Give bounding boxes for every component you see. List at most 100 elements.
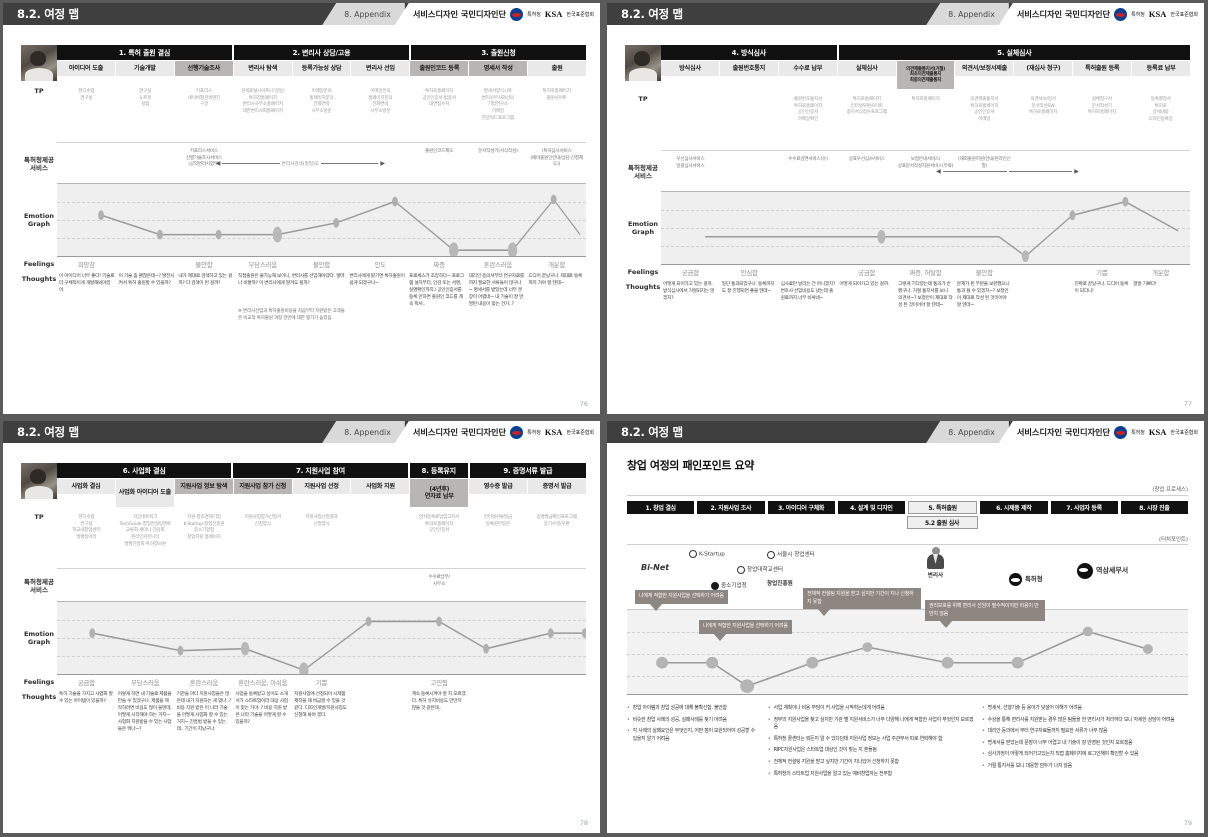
substep-1[interactable]: 사업화 결심 bbox=[57, 479, 115, 494]
stage-1[interactable]: 1. 특허 출원 결심 bbox=[57, 45, 232, 60]
slide-2: 8.2. 여정 맵 8. Appendix 서비스디자인 국민디자인단 특허청 … bbox=[604, 0, 1208, 418]
org-label: 서비스디자인 국민디자인단 bbox=[1016, 9, 1111, 19]
feeling-cell: 안도 bbox=[374, 261, 387, 269]
tp-cell: 현디수업 연구실 학교내창업센터 발명동아리 bbox=[72, 515, 101, 540]
substep-4[interactable]: 변리사 탐색 bbox=[233, 61, 292, 76]
process-step-6[interactable]: 6. 시제품 제작 bbox=[980, 501, 1048, 514]
row-label-tp: TP bbox=[34, 87, 44, 95]
emotion-line-svg bbox=[98, 194, 581, 256]
svc-cell bbox=[116, 573, 175, 599]
stage-7[interactable]: 7. 지원사업 참여 bbox=[233, 463, 408, 478]
process-step-4[interactable]: 4. 설계 및 디자인 bbox=[837, 501, 905, 514]
substep-9[interactable]: 출원 bbox=[528, 61, 587, 76]
feeling-cell bbox=[779, 268, 838, 277]
substep-3[interactable]: 지원사업 정보 탐색 bbox=[174, 479, 233, 494]
sme-logo: 중소기업청 bbox=[711, 581, 747, 590]
touchpoint-row: TP 현디수업 연구실 연구실 노트북 실험 키프리스 네이버형검색엔진 구글 … bbox=[21, 87, 586, 139]
substep-6[interactable]: 사업화 지원 bbox=[351, 479, 410, 494]
person-avatar-icon bbox=[927, 547, 944, 569]
slide-4-paper: 8.2. 여정 맵 8. Appendix 서비스디자인 국민디자인단 특허청 … bbox=[607, 421, 1204, 833]
svc-cell: (특허심사서비스 (예비출원인안내/상담·신청제도)) bbox=[530, 149, 583, 168]
substep-7[interactable]: 출원인코드 등록 bbox=[410, 61, 469, 76]
emotion-graph-1 bbox=[57, 183, 586, 257]
substep-6[interactable]: 변리사 선임 bbox=[351, 61, 410, 76]
tp-cell: 지원-창조경제기업 K-Startup 창업진흥원 중소기업청 창업지원 홈페이… bbox=[183, 515, 225, 540]
svc-cell: (해외출원지원/안내/온라인신청) bbox=[957, 157, 1011, 169]
ksa-label: KSA bbox=[544, 9, 563, 19]
univ-center-logo: 창업대학교센터 bbox=[737, 565, 783, 574]
process-step-3[interactable]: 3. 아이디어 구체화 bbox=[767, 501, 835, 514]
process-step-7[interactable]: 7. 사업자 등록 bbox=[1050, 501, 1118, 514]
substep-1[interactable]: 방식심사 bbox=[661, 61, 719, 76]
substep-8[interactable]: 특허출원 등록 bbox=[1073, 61, 1132, 76]
substep-8[interactable]: 영수증 발급 bbox=[469, 479, 528, 494]
feeling-cell: 혼란스러움 bbox=[483, 261, 513, 269]
sme-icon bbox=[711, 581, 719, 590]
bullet-item: • 각 사례의 실패요인은 무엇인지, 어떤 점이 보완되어야 성공할 수 있을지… bbox=[627, 728, 755, 742]
bullet-item: • 창업 아이템과 창업 성공에 대해 불확신함, 불안함 bbox=[627, 705, 727, 711]
feeling-cell: 불안함 bbox=[195, 261, 213, 269]
appendix-chip: 8. Appendix bbox=[926, 3, 1009, 25]
substep-5[interactable]: 지원사업 선정 bbox=[292, 479, 351, 494]
substep-1[interactable]: 아이디어 도출 bbox=[57, 61, 115, 76]
service-arrow-label: 변리사검색(정밀)도 bbox=[281, 161, 320, 167]
svc-cell bbox=[57, 147, 116, 181]
stage-6[interactable]: 6. 사업화 결심 bbox=[57, 463, 232, 478]
bullet-item: • 심사과정이 어떻게 되어가고있는지 직접 홈페이지에 로그인해야 확인할 수 … bbox=[981, 751, 1139, 758]
row-label-emotion: Emotion Graph bbox=[627, 219, 659, 236]
process-step-8[interactable]: 8. 시장 진출 bbox=[1120, 501, 1188, 514]
svc-cell bbox=[527, 573, 586, 599]
feeling-cell: 개운함 bbox=[1152, 269, 1170, 277]
org-chip: 서비스디자인 국민디자인단 특허청 KSA 한국표준협회 bbox=[394, 421, 600, 443]
ksa-label: KSA bbox=[1148, 427, 1167, 437]
stage-9[interactable]: 9. 증명서류 발급 bbox=[469, 463, 586, 478]
stage-header-row: 1. 특허 출원 결심 2. 변리사 상담/고용 3. 출원신청 아이디어 도출… bbox=[21, 45, 587, 81]
substep-3[interactable]: 수수료 납부 bbox=[778, 61, 837, 76]
substep-7[interactable]: (재심사 청구) bbox=[1014, 61, 1073, 76]
page-title: 8.2. 여정 맵 bbox=[17, 7, 79, 21]
substep-5[interactable]: 등록가능성 상담 bbox=[292, 61, 351, 76]
process-step-2[interactable]: 2. 지원사업 조사 bbox=[697, 501, 765, 514]
org-chip: 서비스디자인 국민디자인단 특허청 KSA 한국표준협회 bbox=[998, 421, 1204, 443]
feeling-cell: 불안함 bbox=[312, 261, 331, 269]
tp-cell: 이메일문의 홈페이지문의 전화연락 사무소방문 bbox=[368, 89, 393, 114]
kipo-touchpoint-logo: 특허청 bbox=[1009, 573, 1043, 586]
process-step-1[interactable]: 1. 창업 결심 bbox=[627, 501, 695, 514]
seoul-center-icon bbox=[767, 550, 775, 559]
stage-4[interactable]: 4. 방식심사 bbox=[661, 45, 837, 60]
process-step-5-selected[interactable]: 5. 특허출원 bbox=[908, 501, 978, 514]
substep-9[interactable]: 등록료 납부 bbox=[1132, 61, 1191, 76]
svc-cell bbox=[1072, 155, 1131, 189]
kised-logo: 창업진흥원 bbox=[767, 581, 793, 587]
thought-cell: 직접출원은 불가능해 보이니, 변리사를 선임해야겠다. 얼마나 비쌀까? 이 … bbox=[238, 274, 345, 287]
stage-2[interactable]: 2. 변리사 상담/고용 bbox=[234, 45, 409, 60]
substep-5[interactable]: 의견제출통지서(거절) 최초의견제출통지 최종의견제출통지 bbox=[896, 61, 955, 89]
slide-1-paper: 8.2. 여정 맵 8. Appendix 서비스디자인 국민디자인단 특허청 … bbox=[3, 3, 600, 414]
substep-4[interactable]: 지원사업 참가 신청 bbox=[233, 479, 292, 494]
service-cells: 수수료납부/ 사무소 bbox=[57, 573, 586, 599]
page-number: 76 bbox=[579, 400, 588, 408]
stage-3[interactable]: 3. 출원신청 bbox=[411, 45, 586, 60]
substep-4[interactable]: 실체심사 bbox=[837, 61, 896, 76]
substep-7[interactable]: (4년후) 연차료 납부 bbox=[410, 479, 469, 507]
substep-2[interactable]: 출원번호통지 bbox=[719, 61, 778, 76]
stage-8[interactable]: 8. 등록유지 bbox=[409, 463, 468, 478]
appendix-chip: 8. Appendix bbox=[926, 421, 1009, 443]
stage-row: 1. 특허 출원 결심 2. 변리사 상담/고용 3. 출원신청 bbox=[57, 45, 586, 60]
substep-3[interactable]: 선행기술조사 bbox=[174, 61, 233, 76]
svc-cell bbox=[233, 573, 292, 599]
substep-9[interactable]: 증명서 발급 bbox=[528, 479, 587, 494]
substep-2[interactable]: 기술개발 bbox=[115, 61, 174, 76]
substep-selected[interactable]: 5.2 출원 심사 bbox=[906, 516, 978, 529]
kipo-emblem-icon bbox=[510, 425, 524, 439]
kstartup-label: K-Startup bbox=[699, 551, 725, 558]
feeling-cell: 부담스러움 bbox=[130, 679, 160, 687]
substep-6[interactable]: 의견서/보정서제출 bbox=[955, 61, 1014, 76]
substep-2[interactable]: 사업화 아이디어 도출 bbox=[115, 479, 174, 507]
bullet-item: • 명세서를 받았는데 문장이 너무 어렵고 내 기술이 잘 반영된 것인지 모르… bbox=[981, 739, 1133, 746]
univ-center-label: 창업대학교센터 bbox=[747, 567, 784, 573]
substep-8[interactable]: 명세서 작성 bbox=[469, 61, 528, 76]
stage-5[interactable]: 5. 실체심사 bbox=[838, 45, 1190, 60]
slide-3-header: 8.2. 여정 맵 8. Appendix 서비스디자인 국민디자인단 특허청 … bbox=[3, 421, 600, 443]
feeling-cell bbox=[351, 678, 410, 687]
